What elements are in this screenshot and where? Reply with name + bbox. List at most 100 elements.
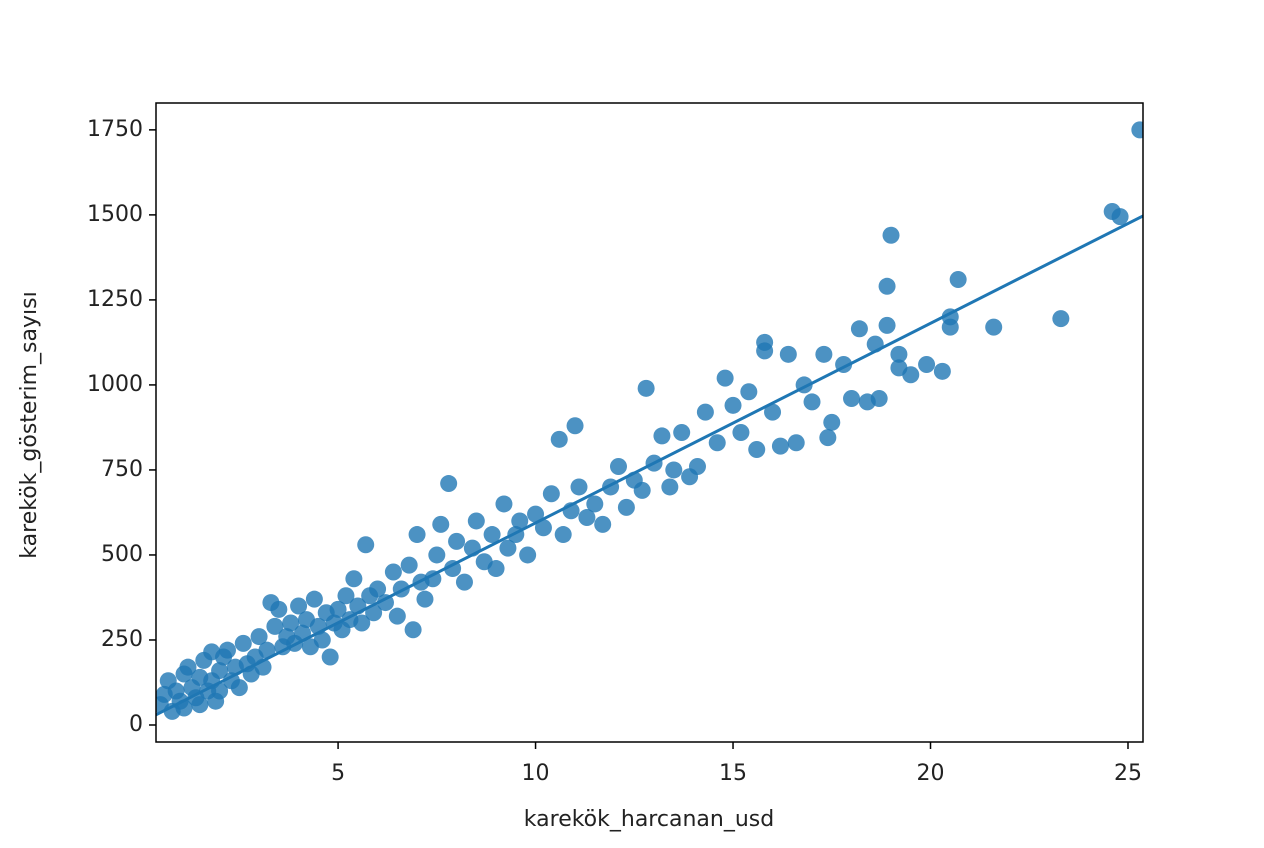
scatter-point <box>321 648 339 666</box>
scatter-point <box>748 441 766 459</box>
scatter-point <box>428 546 446 564</box>
scatter-point <box>416 590 434 608</box>
scatter-point <box>211 662 229 680</box>
scatter-point <box>408 526 426 544</box>
scatter-point <box>388 607 406 625</box>
scatter-point <box>724 396 742 414</box>
scatter-point <box>179 658 197 676</box>
y-tick-label: 1250 <box>87 287 143 312</box>
scatter-point <box>483 526 501 544</box>
scatter-point <box>542 485 560 503</box>
scatter-point <box>732 424 750 442</box>
scatter-point <box>440 475 458 493</box>
scatter-point <box>357 536 375 554</box>
y-axis-label: karekök_gösterim_sayısı <box>17 291 42 558</box>
axes-frame <box>155 102 1144 743</box>
scatter-point <box>578 509 596 527</box>
scatter-point <box>771 437 789 455</box>
scatter-point <box>282 614 300 632</box>
scatter-point <box>250 628 268 646</box>
scatter-point <box>519 546 537 564</box>
scatter-point <box>230 679 248 697</box>
scatter-point <box>665 461 683 479</box>
scatter-point <box>878 316 896 334</box>
scatter-point <box>499 539 517 557</box>
scatter-point <box>566 417 584 435</box>
scatter-point <box>949 270 967 288</box>
scatter-point <box>550 430 568 448</box>
scatter-point <box>266 617 284 635</box>
scatter-point <box>890 345 908 363</box>
scatter-point <box>756 342 774 360</box>
scatter-point <box>495 495 513 513</box>
scatter-point <box>933 362 951 380</box>
scatter-point <box>637 379 655 397</box>
scatter-point <box>708 434 726 452</box>
y-tick-label: 750 <box>101 457 143 482</box>
scatter-point <box>554 526 572 544</box>
scatter-point <box>1052 310 1070 328</box>
scatter-point <box>511 512 529 530</box>
scatter-point <box>815 345 833 363</box>
x-tick-label: 25 <box>1114 761 1142 786</box>
scatter-point <box>270 600 288 618</box>
scatter-point <box>609 458 627 476</box>
scatter-point <box>467 512 485 530</box>
scatter-point <box>369 580 387 598</box>
scatter-point <box>384 563 402 581</box>
scatter-point <box>290 597 308 615</box>
scatter-point <box>424 570 442 588</box>
scatter-point <box>527 505 545 523</box>
scatter-point <box>819 429 837 447</box>
scatter-point <box>570 478 588 496</box>
scatter-point <box>985 318 1003 336</box>
scatter-point <box>850 320 868 338</box>
scatter-point <box>337 587 355 605</box>
scatter-point <box>305 590 323 608</box>
scatter-point <box>823 413 841 431</box>
scatter-point <box>661 478 679 496</box>
scatter-point <box>487 560 505 578</box>
x-tick-label: 5 <box>331 761 345 786</box>
x-axis-label: karekök_harcanan_usd <box>524 807 774 832</box>
scatter-point <box>740 383 758 401</box>
y-tick-label: 0 <box>129 712 143 737</box>
y-tick-label: 250 <box>101 627 143 652</box>
y-tick-label: 500 <box>101 542 143 567</box>
scatter-point <box>764 403 782 421</box>
scatter-point <box>329 600 347 618</box>
scatter-point <box>594 515 612 533</box>
scatter-point <box>688 458 706 476</box>
scatter-point <box>534 519 552 537</box>
scatter-point <box>843 390 861 408</box>
y-tick-label: 1500 <box>87 202 143 227</box>
regression-line <box>156 214 1143 717</box>
y-tick-label: 1000 <box>87 372 143 397</box>
scatter-point <box>191 696 209 714</box>
scatter-point <box>258 641 276 659</box>
scatter-point <box>787 434 805 452</box>
scatter-point <box>404 621 422 639</box>
scatter-point <box>779 345 797 363</box>
scatter-point <box>633 481 651 499</box>
scatter-point <box>432 515 450 533</box>
scatter-point <box>586 495 604 513</box>
scatter-point <box>1111 208 1129 226</box>
scatter-point <box>234 634 252 652</box>
plot-area <box>156 121 1143 720</box>
scatter-point <box>803 393 821 411</box>
scatter-point <box>455 573 473 591</box>
scatter-point <box>617 498 635 516</box>
scatter-point <box>448 532 466 550</box>
x-tick-label: 20 <box>917 761 945 786</box>
y-tick-label: 1750 <box>87 117 143 142</box>
scatter-point <box>673 424 691 442</box>
scatter-point <box>400 556 418 574</box>
scatter-point <box>878 277 896 295</box>
scatter-point <box>313 631 331 649</box>
scatter-point <box>941 318 959 336</box>
scatter-point <box>902 366 920 384</box>
scatter-point <box>1131 121 1143 139</box>
scatter-point <box>716 369 734 387</box>
